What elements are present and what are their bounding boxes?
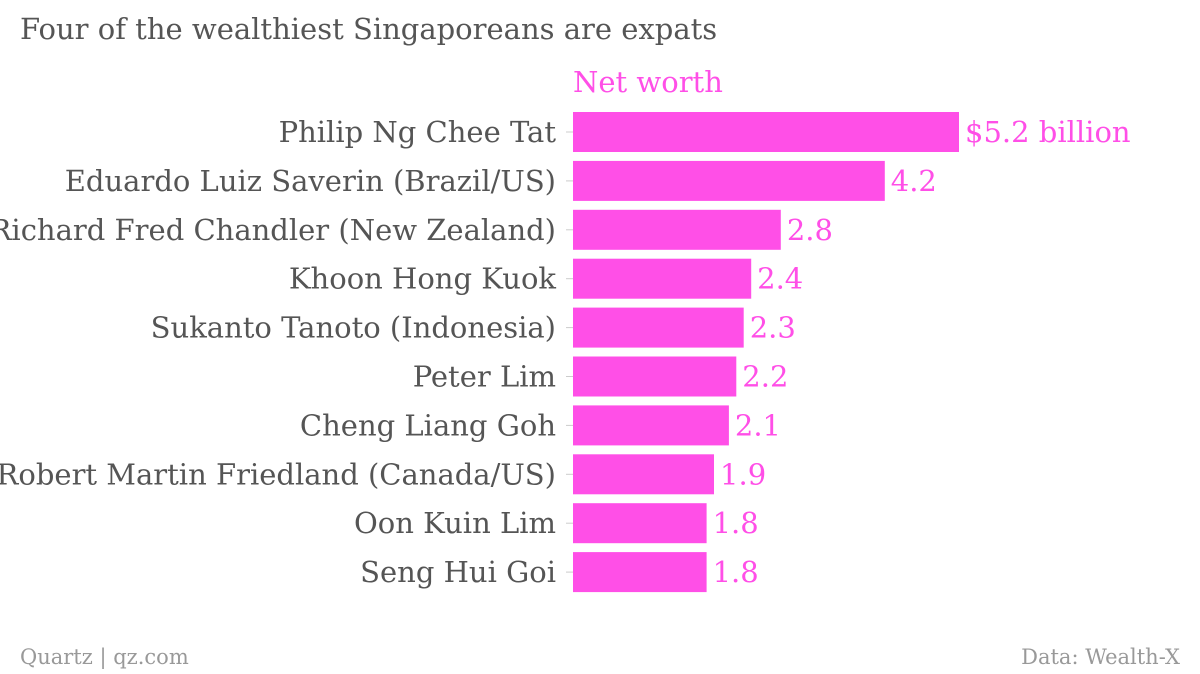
value-label: 2.1 bbox=[735, 408, 781, 442]
value-label: 1.9 bbox=[720, 457, 766, 491]
bar bbox=[573, 258, 752, 299]
category-label: Richard Fred Chandler (New Zealand) bbox=[0, 213, 556, 247]
value-label: 2.2 bbox=[742, 360, 788, 394]
bar bbox=[573, 405, 729, 446]
value-label: 2.8 bbox=[787, 213, 833, 247]
value-label: $5.2 billion bbox=[965, 115, 1131, 149]
bar bbox=[573, 552, 707, 593]
category-label: Cheng Liang Goh bbox=[300, 408, 556, 442]
bar bbox=[573, 112, 959, 152]
bar bbox=[573, 356, 737, 397]
bar bbox=[573, 209, 781, 250]
value-label: 1.8 bbox=[713, 506, 759, 540]
value-label: 4.2 bbox=[891, 164, 937, 198]
bar bbox=[573, 503, 707, 544]
value-label: 1.8 bbox=[713, 555, 759, 589]
bar bbox=[573, 160, 885, 201]
footer-credit: Data: Wealth-X bbox=[1021, 645, 1180, 669]
category-label: Philip Ng Chee Tat bbox=[279, 115, 557, 149]
category-label: Khoon Hong Kuok bbox=[289, 262, 557, 296]
series-label: Net worth bbox=[573, 65, 723, 99]
chart-title: Four of the wealthiest Singaporeans are … bbox=[20, 12, 718, 46]
category-label: Robert Martin Friedland (Canada/US) bbox=[0, 457, 556, 491]
category-label: Oon Kuin Lim bbox=[354, 506, 556, 540]
value-label: 2.3 bbox=[750, 311, 796, 345]
bar bbox=[573, 454, 714, 495]
value-label: 2.4 bbox=[757, 262, 803, 296]
category-label: Eduardo Luiz Saverin (Brazil/US) bbox=[65, 164, 556, 198]
category-label: Sukanto Tanoto (Indonesia) bbox=[151, 311, 556, 345]
category-label: Seng Hui Goi bbox=[360, 555, 556, 589]
footer-source: Quartz | qz.com bbox=[20, 645, 189, 669]
bar bbox=[573, 307, 744, 348]
category-label: Peter Lim bbox=[413, 360, 556, 394]
